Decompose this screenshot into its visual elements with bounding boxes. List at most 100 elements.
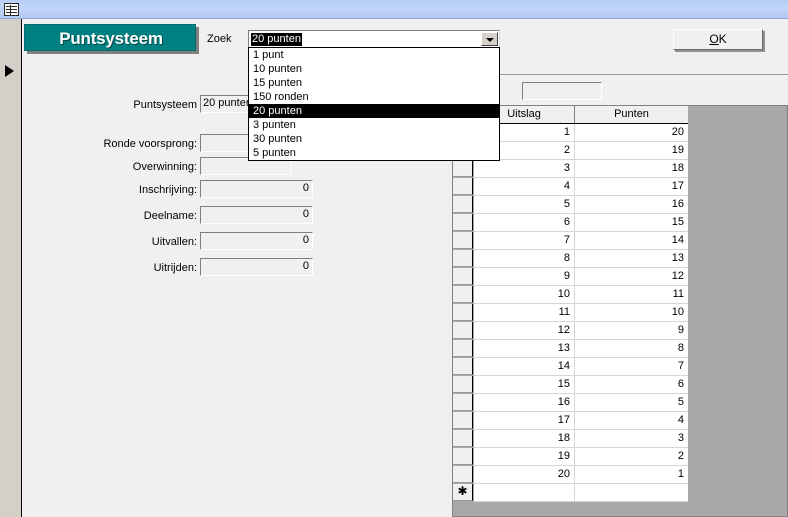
dropdown-option[interactable]: 1 punt <box>249 48 499 62</box>
table-row[interactable]: 19 2 <box>453 448 688 466</box>
row-selector[interactable] <box>453 160 473 177</box>
column-header-punten[interactable]: Punten <box>575 106 688 123</box>
cell-punten[interactable]: 12 <box>671 270 684 282</box>
row-selector[interactable] <box>453 304 473 321</box>
cell-uitslag[interactable]: 15 <box>474 376 575 393</box>
cell-punten[interactable]: 7 <box>677 360 684 372</box>
row-selector[interactable] <box>453 340 473 357</box>
cell-uitslag[interactable]: 20 <box>474 466 575 483</box>
table-row[interactable]: 6 15 <box>453 214 688 232</box>
row-selector[interactable] <box>453 430 473 447</box>
row-selector[interactable] <box>453 412 473 429</box>
row-selector[interactable] <box>453 196 473 213</box>
cell-uitslag[interactable]: 2 <box>474 142 575 159</box>
cell-uitslag[interactable]: 13 <box>474 340 575 357</box>
cell-uitslag[interactable]: 18 <box>474 430 575 447</box>
cell-punten[interactable]: 6 <box>677 378 684 390</box>
cell-punten[interactable]: 13 <box>671 252 684 264</box>
cell-punten[interactable]: 17 <box>671 180 684 192</box>
cell-uitslag[interactable]: 3 <box>474 160 575 177</box>
search-combo-dropdown-list[interactable]: 1 punt 10 punten 15 punten 150 ronden 20 pun… <box>248 47 500 161</box>
cell-punten[interactable]: 18 <box>671 162 684 174</box>
cell-punten[interactable]: 11 <box>672 288 684 300</box>
table-row[interactable]: 2 19 <box>453 142 688 160</box>
cell-punten[interactable]: 5 <box>677 396 684 408</box>
row-selector[interactable] <box>453 448 473 465</box>
dropdown-option[interactable]: 5 punten <box>249 146 499 160</box>
cell-uitslag[interactable]: 11 <box>474 304 575 321</box>
row-selector[interactable] <box>453 286 473 303</box>
cell-punten[interactable]: 14 <box>671 234 684 246</box>
dropdown-option[interactable]: 30 punten <box>249 132 499 146</box>
row-selector[interactable] <box>453 376 473 393</box>
cell-punten[interactable]: 19 <box>671 144 684 156</box>
cell-punten[interactable]: 1 <box>677 468 684 480</box>
cell-uitslag[interactable]: 17 <box>474 412 575 429</box>
input-occluded-field[interactable] <box>522 82 602 100</box>
table-row[interactable]: 16 5 <box>453 394 688 412</box>
row-selector[interactable] <box>453 394 473 411</box>
table-row[interactable]: 10 11 <box>453 286 688 304</box>
input-uitvallen[interactable]: 0 <box>200 232 313 250</box>
cell-punten[interactable]: 4 <box>677 414 684 426</box>
table-row[interactable]: 14 7 <box>453 358 688 376</box>
new-record-asterisk-icon[interactable]: ✱ <box>453 484 473 501</box>
cell-uitslag[interactable]: 4 <box>474 178 575 195</box>
row-selector[interactable] <box>453 178 473 195</box>
record-selector-bar[interactable] <box>0 60 22 517</box>
row-selector[interactable] <box>453 214 473 231</box>
row-selector[interactable] <box>453 232 473 249</box>
dropdown-option[interactable]: 20 punten <box>249 104 499 118</box>
cell-uitslag[interactable]: 5 <box>474 196 575 213</box>
row-selector[interactable] <box>453 268 473 285</box>
row-selector[interactable] <box>453 322 473 339</box>
table-row[interactable]: 4 17 <box>453 178 688 196</box>
table-row[interactable]: 12 9 <box>453 322 688 340</box>
row-selector[interactable] <box>453 250 473 267</box>
cell-uitslag[interactable]: 7 <box>474 232 575 249</box>
table-row[interactable]: 20 1 <box>453 466 688 484</box>
cell-uitslag[interactable]: 10 <box>474 286 575 303</box>
cell-uitslag[interactable] <box>474 484 575 501</box>
cell-punten[interactable]: 8 <box>677 342 684 354</box>
table-row[interactable]: 5 16 <box>453 196 688 214</box>
table-row[interactable]: 11 10 <box>453 304 688 322</box>
cell-uitslag[interactable]: 12 <box>474 322 575 339</box>
dropdown-option[interactable]: 15 punten <box>249 76 499 90</box>
cell-uitslag[interactable]: 8 <box>474 250 575 267</box>
dropdown-option[interactable]: 10 punten <box>249 62 499 76</box>
table-row[interactable]: 1 20 <box>453 124 688 142</box>
table-row[interactable]: 13 8 <box>453 340 688 358</box>
combo-dropdown-button[interactable] <box>481 32 498 46</box>
cell-punten[interactable]: 9 <box>677 324 684 336</box>
cell-punten[interactable]: 16 <box>671 198 684 210</box>
cell-punten[interactable] <box>575 484 688 501</box>
cell-punten[interactable]: 15 <box>671 216 684 228</box>
input-deelname[interactable]: 0 <box>200 206 313 224</box>
search-combo[interactable]: 20 punten <box>248 30 500 48</box>
table-row[interactable]: 8 13 <box>453 250 688 268</box>
dropdown-option[interactable]: 3 punten <box>249 118 499 132</box>
row-selector[interactable] <box>453 466 473 483</box>
cell-uitslag[interactable]: 1 <box>474 124 575 141</box>
cell-uitslag[interactable]: 14 <box>474 358 575 375</box>
cell-punten[interactable]: 20 <box>671 126 684 138</box>
cell-uitslag[interactable]: 16 <box>474 394 575 411</box>
search-combo-value[interactable]: 20 punten <box>251 33 302 46</box>
cell-uitslag[interactable]: 9 <box>474 268 575 285</box>
ok-button[interactable]: OK <box>673 29 763 50</box>
table-row[interactable]: 3 18 <box>453 160 688 178</box>
table-row[interactable]: 17 4 <box>453 412 688 430</box>
input-overwinning[interactable] <box>200 157 292 175</box>
cell-punten[interactable]: 2 <box>677 450 684 462</box>
table-row[interactable]: 15 6 <box>453 376 688 394</box>
cell-punten[interactable]: 3 <box>677 432 684 444</box>
dropdown-option[interactable]: 150 ronden <box>249 90 499 104</box>
new-record-row[interactable]: ✱ <box>453 484 688 502</box>
table-row[interactable]: 7 14 <box>453 232 688 250</box>
input-uitrijden[interactable]: 0 <box>200 258 313 276</box>
input-inschrijving[interactable]: 0 <box>200 180 313 198</box>
table-row[interactable]: 9 12 <box>453 268 688 286</box>
row-selector[interactable] <box>453 358 473 375</box>
cell-uitslag[interactable]: 6 <box>474 214 575 231</box>
